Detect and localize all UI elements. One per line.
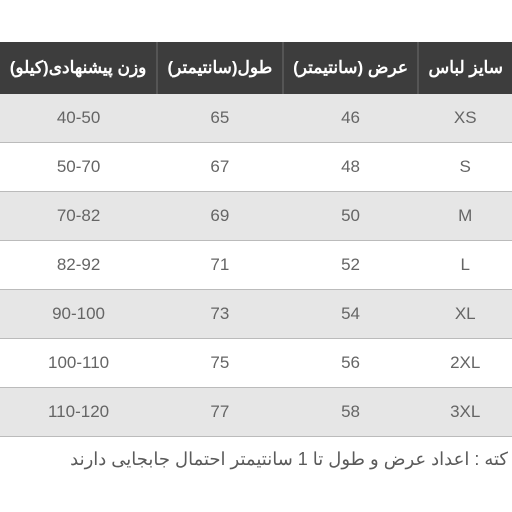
cell-size: XL	[418, 289, 512, 338]
cell-size: 2XL	[418, 338, 512, 387]
table-body: XS 46 65 40-50 S 48 67 50-70 M 50 69 70-…	[0, 94, 512, 437]
cell-size: M	[418, 191, 512, 240]
col-length: طول(سانتیمتر)	[157, 42, 283, 94]
table-row: 2XL 56 75 100-110	[0, 338, 512, 387]
cell-weight: 100-110	[0, 338, 157, 387]
cell-width: 54	[283, 289, 419, 338]
col-weight: وزن پیشنهادی(کیلو)	[0, 42, 157, 94]
cell-width: 56	[283, 338, 419, 387]
table-row: M 50 69 70-82	[0, 191, 512, 240]
cell-length: 71	[157, 240, 283, 289]
cell-weight: 82-92	[0, 240, 157, 289]
cell-weight: 70-82	[0, 191, 157, 240]
cell-size: XS	[418, 94, 512, 143]
cell-length: 67	[157, 142, 283, 191]
cell-length: 75	[157, 338, 283, 387]
table-row: XS 46 65 40-50	[0, 94, 512, 143]
cell-length: 73	[157, 289, 283, 338]
col-size: سایز لباس	[418, 42, 512, 94]
cell-weight: 90-100	[0, 289, 157, 338]
cell-width: 46	[283, 94, 419, 143]
cell-size: 3XL	[418, 387, 512, 436]
cell-size: S	[418, 142, 512, 191]
cell-width: 52	[283, 240, 419, 289]
cell-size: L	[418, 240, 512, 289]
table-header: سایز لباس عرض (سانتیمتر) طول(سانتیمتر) و…	[0, 42, 512, 94]
size-table: سایز لباس عرض (سانتیمتر) طول(سانتیمتر) و…	[0, 42, 512, 437]
cell-weight: 50-70	[0, 142, 157, 191]
col-width: عرض (سانتیمتر)	[283, 42, 419, 94]
size-chart-wrapper: سایز لباس عرض (سانتیمتر) طول(سانتیمتر) و…	[0, 42, 512, 470]
cell-length: 69	[157, 191, 283, 240]
cell-width: 50	[283, 191, 419, 240]
table-row: S 48 67 50-70	[0, 142, 512, 191]
table-row: 3XL 58 77 110-120	[0, 387, 512, 436]
cell-weight: 110-120	[0, 387, 157, 436]
cell-width: 58	[283, 387, 419, 436]
table-row: XL 54 73 90-100	[0, 289, 512, 338]
cell-length: 65	[157, 94, 283, 143]
cell-width: 48	[283, 142, 419, 191]
header-row: سایز لباس عرض (سانتیمتر) طول(سانتیمتر) و…	[0, 42, 512, 94]
note-text: کته : اعداد عرض و طول تا 1 سانتیمتر احتم…	[0, 437, 512, 470]
cell-weight: 40-50	[0, 94, 157, 143]
table-row: L 52 71 82-92	[0, 240, 512, 289]
cell-length: 77	[157, 387, 283, 436]
